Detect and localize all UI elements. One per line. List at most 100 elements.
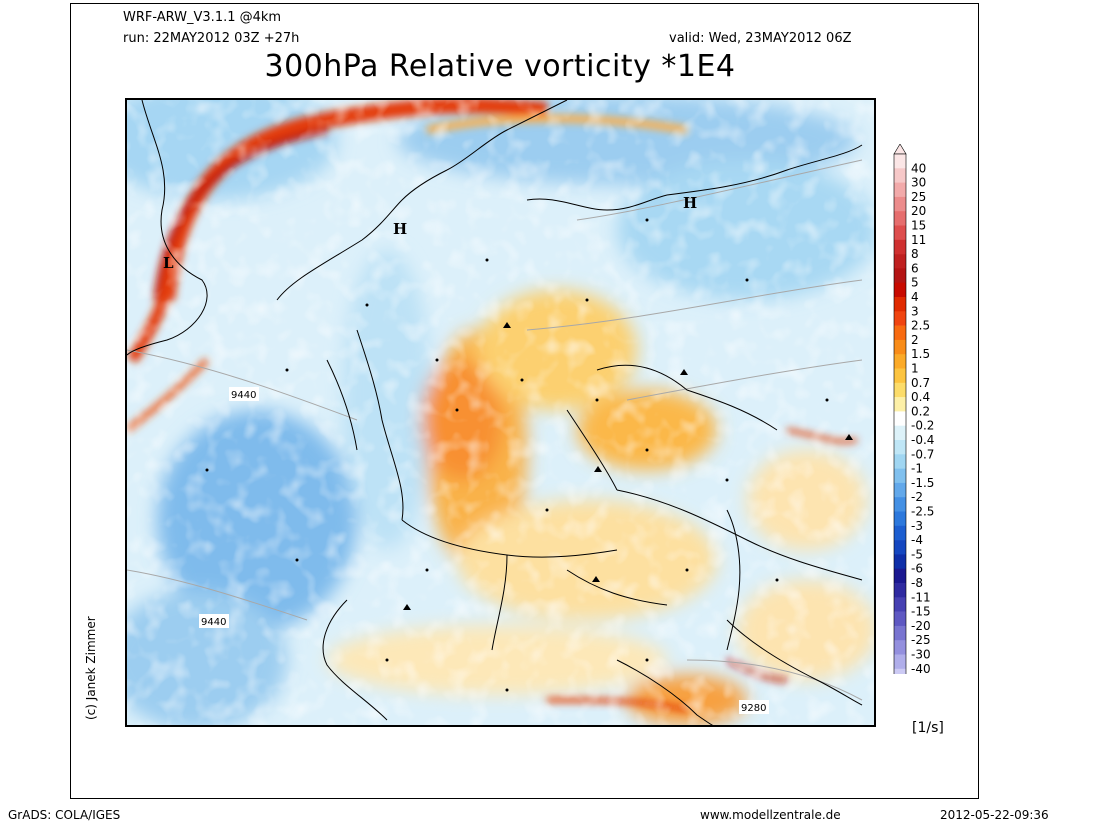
timestamp-label: 2012-05-22-09:36: [940, 808, 1049, 822]
colorbar-cell: [894, 440, 906, 455]
colorbar-tick-label: -1: [911, 462, 923, 476]
colorbar-tick-label: 4: [911, 290, 919, 304]
colorbar-cell: [894, 225, 906, 241]
colorbar-cells: [893, 144, 907, 674]
high-pressure-mark-east: H: [683, 194, 697, 212]
contour-label: 9440: [201, 617, 226, 628]
colorbar-cell: [894, 311, 906, 326]
colorbar-tick-label: -1.5: [911, 476, 934, 490]
website-label: www.modellzentrale.de: [700, 808, 841, 822]
colorbar-tick-label: -0.4: [911, 433, 934, 447]
mountain-markers: [403, 322, 853, 610]
colorbar-cell: [894, 554, 906, 569]
colorbar-cell: [894, 568, 906, 584]
vorticity-map: L H H 9440 9440 9280: [125, 98, 876, 727]
colorbar-tick-label: 40: [911, 161, 926, 175]
colorbar-cell: [894, 368, 906, 384]
colorbar-tick-label: -25: [911, 633, 931, 647]
colorbar-tick-label: -20: [911, 619, 931, 633]
colorbar-tick-label: -6: [911, 562, 923, 576]
colorbar-cell: [894, 611, 906, 627]
colorbar-tick-label: 20: [911, 204, 926, 218]
colorbar-cell: [894, 182, 906, 198]
colorbar-tick-label: -2: [911, 490, 923, 504]
colorbar-cell: [894, 640, 906, 655]
colorbar-tick-label: 0.2: [911, 404, 930, 418]
colorbar-cell: [894, 196, 906, 212]
units-label: [1/s]: [912, 720, 944, 736]
colorbar-tick-label: 30: [911, 176, 926, 190]
colorbar-top-arrow: [893, 144, 907, 155]
colorbar-tick-label: 5: [911, 276, 919, 290]
map-title: 300hPa Relative vorticity *1E4: [264, 49, 736, 84]
colorbar-cell: [894, 211, 906, 226]
colorbar-cell: [894, 625, 906, 641]
valid-label: valid: Wed, 23MAY2012 06Z: [669, 31, 852, 46]
colorbar-tick-label: -5: [911, 547, 923, 561]
colorbar-cell: [894, 668, 906, 674]
model-label: WRF-ARW_V3.1.1 @4km: [123, 10, 282, 25]
colorbar-tick-label: -30: [911, 648, 931, 662]
colorbar-cell: [894, 497, 906, 512]
colorbar-tick-label: 0.7: [911, 376, 930, 390]
city-dots: [205, 218, 829, 692]
colorbar-cell: [894, 511, 906, 527]
colorbar-cell: [894, 239, 906, 255]
colorbar-cell: [894, 382, 906, 398]
colorbar-cell: [894, 168, 906, 183]
colorbar-tick-label: 1.5: [911, 347, 930, 361]
colorbar-cell: [894, 468, 906, 484]
colorbar-tick-label: 2.5: [911, 319, 930, 333]
colorbar-tick-label: 8: [911, 247, 919, 261]
contour-label: 9440: [231, 390, 256, 401]
colorbar-cell: [894, 282, 906, 298]
colorbar-tick-label: 25: [911, 190, 926, 204]
colorbar-cell: [894, 325, 906, 341]
colorbar-tick-label: 1: [911, 362, 919, 376]
colorbar-outline: [893, 153, 907, 674]
credit-label: (c) Janek Zimmer: [84, 616, 98, 720]
colorbar-ticks: 403025201511865432.521.510.70.40.2-0.2-0…: [911, 161, 934, 674]
vorticity-field: L H H 9440 9440 9280: [127, 100, 874, 725]
colorbar-cell: [894, 268, 906, 283]
colorbar-tick-label: -11: [911, 590, 931, 604]
colorbar-tick-label: -0.7: [911, 447, 934, 461]
colorbar-cell: [894, 540, 906, 555]
colorbar-tick-label: 2: [911, 333, 919, 347]
colorbar-tick-label: 11: [911, 233, 926, 247]
contour-label: 9280: [741, 703, 766, 714]
colorbar-cell: [894, 254, 906, 269]
low-pressure-mark: L: [163, 254, 174, 272]
colorbar-tick-label: -2.5: [911, 505, 934, 519]
coastlines-and-borders: [127, 100, 863, 725]
colorbar-tick-label: 15: [911, 219, 926, 233]
colorbar-cell: [894, 354, 906, 369]
height-contours: [127, 159, 863, 701]
colorbar-tick-label: 0.4: [911, 390, 930, 404]
colorbar: 403025201511865432.521.510.70.40.2-0.2-0…: [893, 144, 934, 674]
colorbar-tick-label: -8: [911, 576, 923, 590]
colorbar-cell: [894, 654, 906, 670]
colorbar-cell: [894, 339, 906, 355]
colorbar-cell: [894, 154, 906, 169]
colorbar-cell: [894, 397, 906, 412]
colorbar-tick-label: 6: [911, 261, 919, 275]
run-label: run: 22MAY2012 03Z +27h: [123, 31, 300, 46]
colorbar-cell: [894, 454, 906, 469]
colorbar-cell: [894, 583, 906, 598]
colorbar-cell: [894, 411, 906, 426]
colorbar-tick-label: -3: [911, 519, 923, 533]
colorbar-cell: [894, 525, 906, 541]
colorbar-tick-label: -0.2: [911, 419, 934, 433]
colorbar-tick-label: -40: [911, 662, 931, 674]
colorbar-tick-label: 3: [911, 304, 919, 318]
colorbar-tick-label: -15: [911, 605, 931, 619]
colorbar-cell: [894, 482, 906, 498]
figure-frame: [70, 3, 979, 799]
high-pressure-mark-north-sea: H: [393, 220, 407, 238]
colorbar-cell: [894, 297, 906, 312]
colorbar-tick-label: -4: [911, 533, 923, 547]
grads-label: GrADS: COLA/IGES: [8, 808, 121, 822]
colorbar-cell: [894, 597, 906, 612]
colorbar-cell: [894, 425, 906, 441]
